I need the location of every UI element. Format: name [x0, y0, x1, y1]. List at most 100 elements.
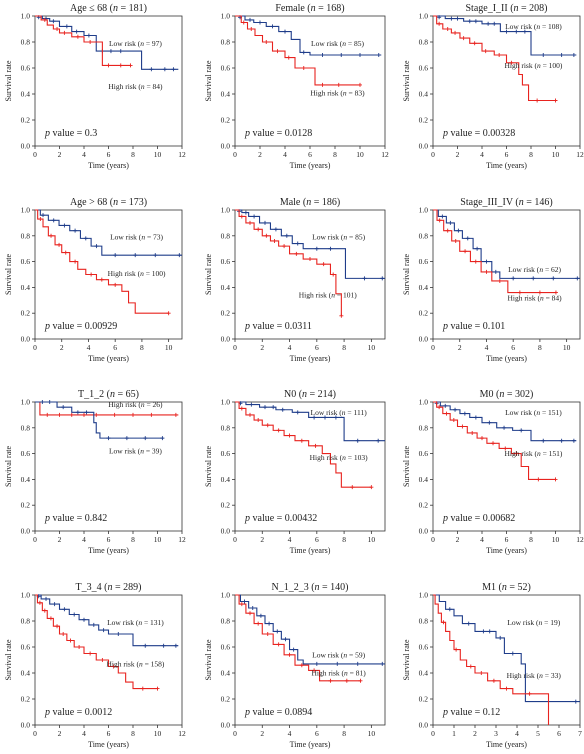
- survival-curve: [235, 594, 361, 682]
- censor-mark: [510, 651, 515, 656]
- y-tick-label: 0.0: [221, 721, 231, 730]
- x-tick-label: 4: [485, 343, 489, 352]
- censor-mark: [502, 425, 507, 430]
- censor-mark: [514, 29, 519, 34]
- panel-title: T_1_2 (n = 65): [78, 389, 139, 400]
- censor-mark: [475, 246, 480, 251]
- censor-mark: [149, 412, 154, 417]
- x-tick-label: 6: [308, 150, 312, 159]
- censor-mark: [249, 402, 254, 407]
- panel-title: Age ≤ 68 (n = 181): [70, 3, 147, 14]
- censor-mark: [171, 67, 176, 72]
- censor-mark: [470, 430, 475, 435]
- censor-mark: [376, 438, 381, 443]
- censor-mark: [63, 250, 68, 255]
- plot-frame: [34, 401, 183, 532]
- y-tick-label: 0.4: [221, 90, 231, 99]
- x-tick-label: 2: [458, 343, 462, 352]
- y-axis-label: Survival rate: [4, 60, 13, 102]
- y-tick-label: 0.2: [21, 116, 31, 125]
- x-tick-label: 8: [342, 729, 346, 738]
- risk-group-label: High risk (n = 81): [312, 669, 367, 678]
- x-tick-label: 4: [82, 150, 86, 159]
- censor-mark: [42, 17, 47, 22]
- y-axis-label: Survival rate: [4, 446, 13, 488]
- y-tick-label: 0.8: [21, 617, 31, 626]
- x-tick-label: 6: [505, 535, 509, 544]
- censor-mark: [265, 632, 270, 636]
- y-axis-label: Survival rate: [402, 639, 411, 681]
- panel-title: Stage_III_IV (n = 146): [460, 197, 552, 208]
- censor-mark: [74, 29, 79, 34]
- x-tick-label: 10: [552, 150, 560, 159]
- x-tick-label: 2: [260, 343, 264, 352]
- y-tick-label: 0.8: [21, 231, 31, 240]
- y-tick-label: 0.8: [21, 38, 31, 47]
- x-tick-label: 4: [288, 729, 292, 738]
- censor-mark: [320, 82, 325, 87]
- y-tick-label: 1.0: [221, 398, 231, 407]
- censor-mark: [55, 27, 60, 31]
- y-tick-label: 0.4: [419, 669, 429, 678]
- x-tick-label: 4: [283, 150, 287, 159]
- censor-mark: [437, 218, 442, 223]
- risk-group-label: High risk (n = 100): [108, 269, 166, 278]
- x-tick-label: 10: [154, 535, 162, 544]
- km-panel: Stage_III_IV (n = 146) 0 2 4 6 8 10 0.0 0.2 0.4 0.…: [402, 197, 581, 363]
- y-tick-label: 0.4: [221, 669, 231, 678]
- y-tick-label: 0.0: [21, 335, 31, 344]
- x-tick-label: 2: [58, 535, 62, 544]
- x-tick-label: 8: [342, 343, 346, 352]
- plot-frame: [34, 209, 183, 340]
- censor-mark: [553, 290, 558, 295]
- p-value-annotation: p value = 0.0894: [244, 707, 312, 718]
- survival-curve: [433, 15, 577, 56]
- risk-group-label: High risk (n = 83): [310, 88, 365, 97]
- risk-group-label: High risk (n = 103): [310, 453, 368, 462]
- p-value-annotation: p value = 0.00432: [244, 513, 317, 524]
- censor-mark: [264, 40, 269, 44]
- p-value-annotation: p value = 0.0012: [44, 707, 112, 718]
- censor-mark: [527, 691, 532, 696]
- censor-mark: [248, 412, 252, 417]
- censor-mark: [118, 63, 123, 68]
- censor-mark: [62, 607, 67, 612]
- censor-mark: [37, 600, 42, 605]
- risk-group-label: Low risk (n = 39): [109, 447, 162, 456]
- y-tick-label: 0.8: [221, 423, 231, 432]
- y-tick-label: 0.8: [419, 423, 429, 432]
- y-tick-label: 1.0: [419, 591, 429, 600]
- survival-curve: [433, 15, 556, 102]
- censor-mark: [455, 16, 460, 21]
- y-axis-label: Survival rate: [204, 446, 213, 488]
- y-tick-label: 1.0: [419, 12, 429, 21]
- censor-mark: [453, 30, 458, 35]
- x-tick-label: 6: [113, 343, 117, 352]
- censor-mark: [116, 632, 121, 636]
- censor-mark: [299, 438, 304, 443]
- censor-mark: [571, 53, 576, 57]
- censor-mark: [275, 49, 280, 54]
- censor-mark: [380, 276, 385, 281]
- censor-mark: [519, 428, 524, 433]
- censor-mark: [44, 596, 49, 601]
- x-axis-label: Time (years): [290, 161, 331, 170]
- censor-mark: [99, 277, 104, 282]
- censor-mark: [443, 403, 448, 408]
- censor-mark: [64, 24, 69, 29]
- y-tick-label: 0.8: [221, 231, 231, 240]
- censor-mark: [52, 602, 57, 607]
- censor-mark: [73, 259, 78, 264]
- x-tick-label: 0: [233, 343, 237, 352]
- plot-frame: [432, 594, 581, 726]
- x-tick-label: 12: [178, 535, 186, 544]
- censor-mark: [312, 668, 317, 673]
- censor-mark: [559, 438, 564, 443]
- x-tick-label: 10: [368, 729, 376, 738]
- y-tick-label: 0.8: [221, 38, 231, 47]
- x-axis-label: Time (years): [486, 546, 527, 555]
- censor-mark: [77, 645, 82, 649]
- y-tick-label: 0.0: [21, 142, 31, 151]
- censor-mark: [453, 238, 458, 243]
- censor-mark: [511, 276, 516, 281]
